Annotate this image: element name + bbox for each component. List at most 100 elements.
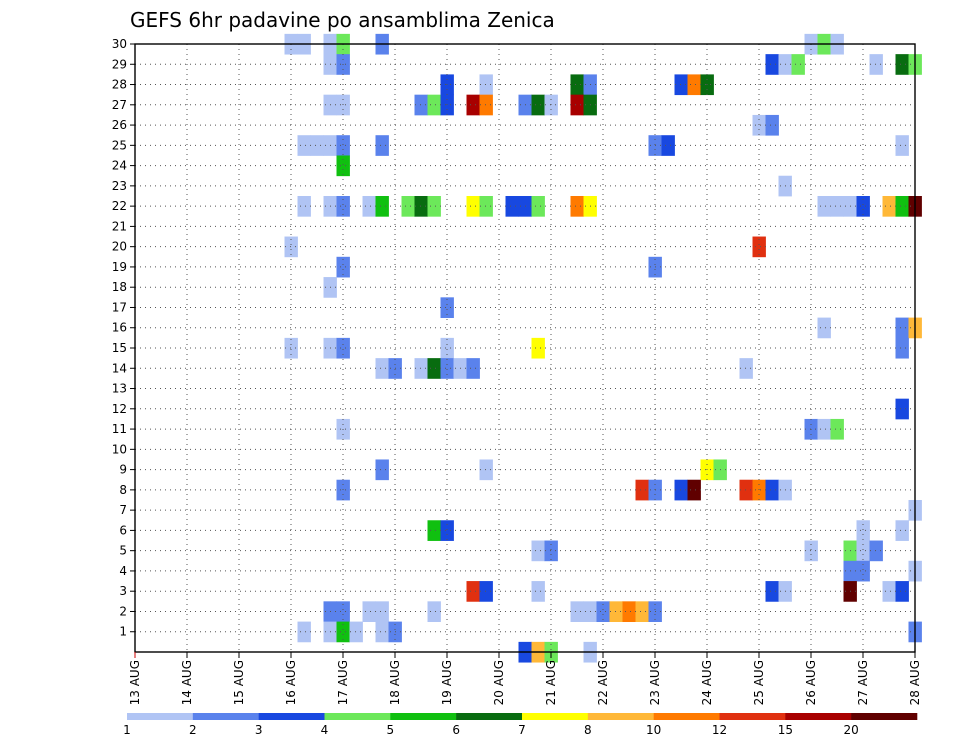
heatmap-cell	[531, 540, 545, 562]
heatmap-cell	[362, 601, 376, 622]
heatmap-cell	[336, 601, 350, 622]
heatmap-cell	[362, 196, 376, 217]
heatmap-cell	[817, 418, 831, 440]
x-tick-label: 19 AUG	[440, 660, 454, 705]
legend-swatch	[785, 713, 852, 720]
y-tick-label: 21	[112, 219, 127, 233]
y-axis: 1234567891011121314151617181920212223242…	[112, 37, 135, 639]
heatmap-cell	[609, 601, 623, 622]
y-tick-label: 10	[112, 442, 127, 456]
legend-swatch	[324, 713, 391, 720]
legend-label: 15	[778, 723, 793, 737]
heatmap-cell	[349, 621, 363, 643]
x-tick-label: 18 AUG	[388, 660, 402, 705]
heatmap-cell	[817, 317, 831, 339]
heatmap-cell	[414, 196, 428, 217]
legend-label: 6	[452, 723, 460, 737]
heatmap-cell	[817, 196, 831, 217]
heatmap-cell	[674, 479, 688, 501]
x-tick-label: 14 AUG	[180, 660, 194, 705]
legend-label: 12	[712, 723, 727, 737]
x-tick-label: 17 AUG	[336, 660, 350, 705]
heatmap-cell	[297, 135, 311, 156]
x-tick-label: 22 AUG	[596, 660, 610, 705]
y-tick-label: 24	[112, 159, 127, 173]
heatmap-cell	[570, 196, 584, 217]
x-tick-label: 21 AUG	[544, 660, 558, 705]
heatmap-cell	[414, 94, 428, 116]
y-tick-label: 6	[119, 523, 127, 537]
legend-label: 2	[189, 723, 197, 737]
legend-label: 5	[387, 723, 395, 737]
heatmap-cell	[375, 358, 389, 379]
heatmap-cell	[466, 94, 480, 116]
heatmap-cell	[596, 601, 610, 622]
legend-label: 20	[844, 723, 859, 737]
legend-swatch	[653, 713, 720, 720]
y-tick-label: 11	[112, 422, 127, 436]
heatmap-cell	[479, 581, 493, 602]
legend-label: 7	[518, 723, 526, 737]
y-tick-label: 26	[112, 118, 127, 132]
heatmap-cell	[479, 74, 493, 96]
y-tick-label: 18	[112, 280, 127, 294]
heatmap-cell	[622, 601, 636, 622]
heatmap-cell	[375, 135, 389, 156]
heatmap-cell	[882, 581, 896, 602]
heatmap-cell	[570, 74, 584, 96]
legend-swatch	[258, 713, 325, 720]
heatmap-cell	[765, 54, 779, 75]
legend-label: 8	[584, 723, 592, 737]
heatmap-cell	[739, 358, 753, 379]
heatmap-cell	[336, 196, 350, 217]
legend-swatch	[456, 713, 523, 720]
heatmap-cell	[336, 621, 350, 643]
heatmap-cell	[752, 236, 766, 258]
heatmap-cell	[479, 94, 493, 116]
y-tick-label: 14	[112, 361, 127, 375]
heatmap-cell	[674, 74, 688, 96]
heatmap-cell	[479, 196, 493, 217]
legend-label: 4	[321, 723, 329, 737]
x-tick-label: 26 AUG	[804, 660, 818, 705]
x-tick-label: 23 AUG	[648, 660, 662, 705]
heatmap-cell	[479, 459, 493, 481]
y-tick-label: 20	[112, 240, 127, 254]
heatmap-cell	[765, 581, 779, 602]
heatmap-cell	[895, 337, 909, 359]
heatmap-cell	[375, 621, 389, 643]
y-tick-label: 9	[119, 463, 127, 477]
y-tick-label: 4	[119, 564, 127, 578]
heatmap-cell	[414, 358, 428, 379]
x-axis: 13 AUG 14 AUG 15 AUG 16 AUG 17 AUG 18 AUG 19 A…	[128, 652, 922, 705]
heatmap-cell	[765, 479, 779, 501]
legend-swatch	[192, 713, 259, 720]
heatmap-cell	[440, 297, 454, 318]
legend-label: 10	[646, 723, 661, 737]
x-tick-label: 24 AUG	[700, 660, 714, 705]
heatmap-cell	[869, 540, 883, 562]
heatmap-cell	[310, 135, 324, 156]
grid-lines	[135, 43, 915, 652]
legend-swatch	[587, 713, 654, 720]
y-tick-label: 3	[119, 584, 127, 598]
heatmap-cell	[440, 337, 454, 359]
legend-swatch	[127, 713, 194, 720]
heatmap-cell	[466, 358, 480, 379]
heatmap-cell	[440, 520, 454, 541]
x-tick-label: 13 AUG	[128, 660, 142, 705]
y-tick-label: 30	[112, 37, 127, 51]
x-tick-label: 15 AUG	[232, 660, 246, 705]
heatmap-cell	[791, 54, 805, 75]
legend-swatch	[522, 713, 589, 720]
heatmap-cell	[895, 135, 909, 156]
heatmap-cell	[635, 601, 649, 622]
heatmap-cell	[531, 337, 545, 359]
heatmap-cell	[440, 94, 454, 116]
heatmap-cell	[531, 196, 545, 217]
heatmap-cell	[830, 196, 844, 217]
heatmap-cell	[505, 196, 519, 217]
heatmap-cell	[297, 196, 311, 217]
heatmap-cell	[635, 479, 649, 501]
y-tick-label: 27	[112, 98, 127, 112]
